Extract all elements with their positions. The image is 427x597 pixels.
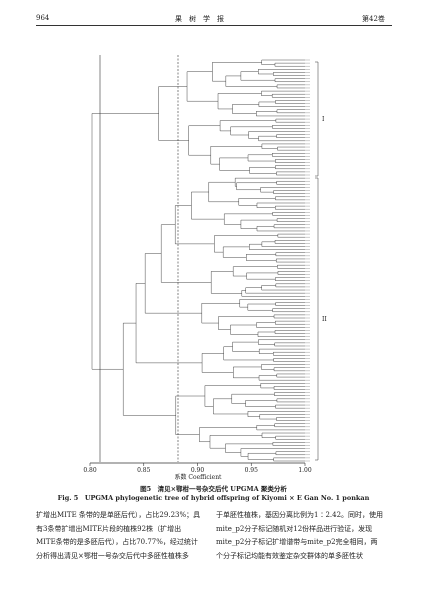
tree-branches xyxy=(91,59,310,462)
page-number: 964 xyxy=(36,14,50,22)
text-line: 个分子标记均能有效鉴定杂交群体的单多胚性状 xyxy=(216,551,363,560)
right-column: 于单胚性植株，基因分离比例为1∶2.42。同时，使用 mite_p2分子标记随机对… xyxy=(216,509,383,563)
clade-bracket xyxy=(315,177,319,461)
text-line: 于单胚性植株，基因分离比例为1∶2.42。同时，使用 xyxy=(216,511,384,519)
header-rule xyxy=(36,25,392,26)
tick-label: 0.95 xyxy=(245,467,259,474)
tick-label: 0.90 xyxy=(191,467,205,474)
clade-bracket xyxy=(315,61,319,177)
text-line: 扩增出MITE 条带的是单胚后代），占比29.23%；具 xyxy=(36,511,201,519)
text-line: 有3条带扩增出MITE片段的植株92株（扩增出 xyxy=(36,524,182,533)
journal-name: 果 树 学 报 xyxy=(175,15,224,23)
tick-label: 0.85 xyxy=(137,467,151,474)
caption-cn: 图5 清见×鄂柑一号杂交后代 UPGMA 聚类分析 xyxy=(140,485,287,493)
clade-label: II xyxy=(322,316,327,323)
text-line: MITE条带的是多胚后代），占比70.77%，经过统计 xyxy=(36,538,198,546)
axis-title: 系数 Coefficient xyxy=(175,473,223,481)
text-line: 分析得出清见×鄂柑一号杂交后代中多胚性植株多 xyxy=(36,551,189,560)
volume: 第42卷 xyxy=(362,15,385,23)
branches xyxy=(91,59,305,462)
tick-label: 1.00 xyxy=(298,467,312,474)
tick-label: 0.80 xyxy=(83,467,97,474)
text-line: mite_p2分子标记扩增谱带与mite_p2完全相同，两 xyxy=(216,538,378,546)
axis-ticks: 0.80 0.85 0.90 0.95 1.00 xyxy=(83,463,312,474)
left-column: 扩增出MITE 条带的是单胚后代），占比29.23%；具 有3条带扩增出MITE片… xyxy=(36,509,200,563)
caption-en: Fig. 5 UPGMA phylogenetic tree of hybrid… xyxy=(57,494,370,502)
text-line: mite_p2分子标记随机对12份样品进行验证，发现 xyxy=(216,524,373,533)
clade-label: I xyxy=(322,116,325,123)
